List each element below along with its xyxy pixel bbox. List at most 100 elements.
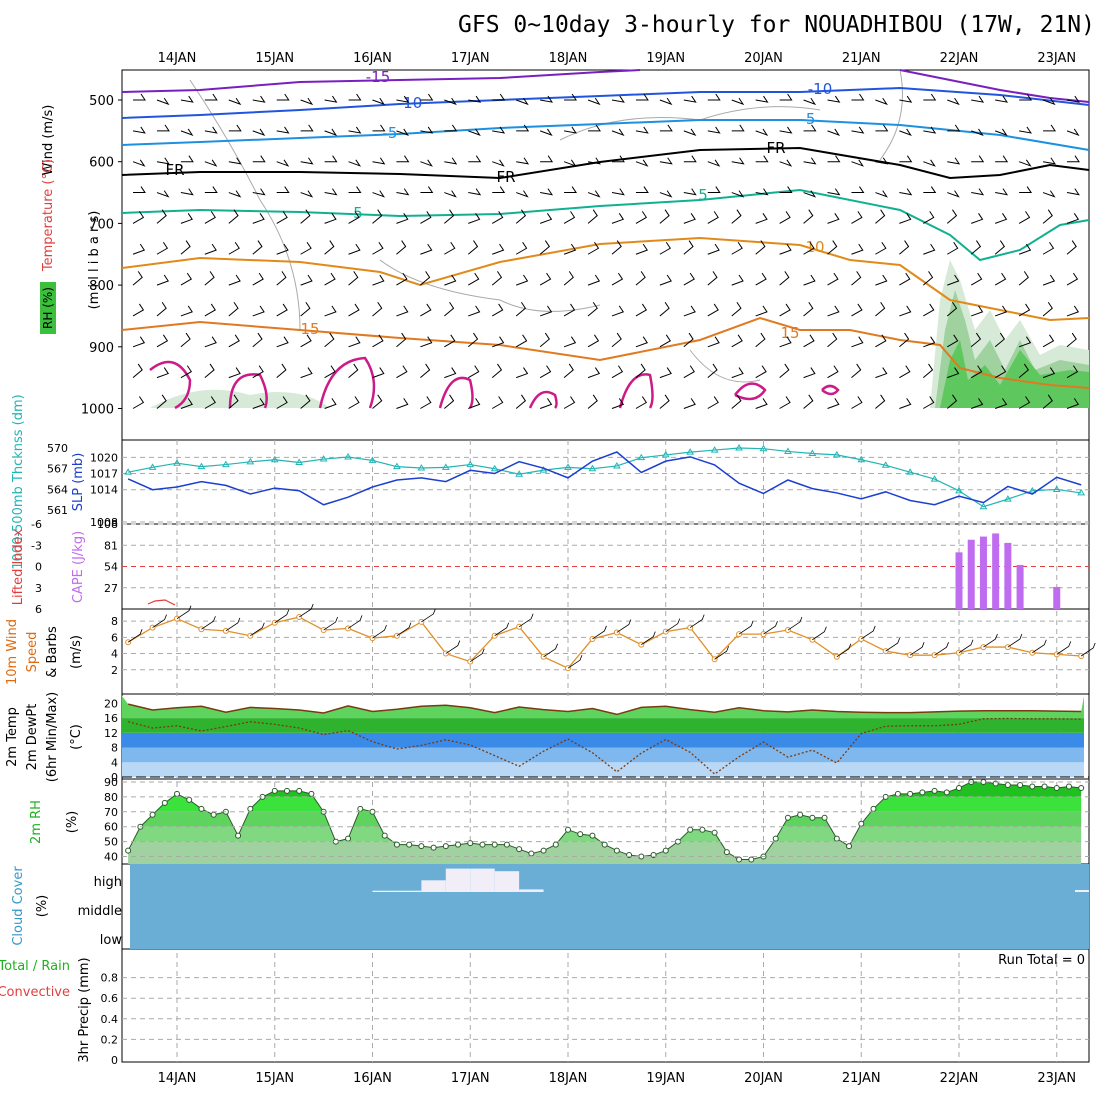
wind-barb (348, 363, 359, 379)
wind-barb (1018, 243, 1032, 255)
rh-point (613, 847, 620, 854)
pressure-tick: 800 (89, 279, 114, 294)
thickness-line (128, 447, 1082, 508)
thickness-point (295, 458, 304, 466)
wind-barb (420, 126, 434, 134)
ylabel-rh: RH (%) (41, 287, 55, 329)
ylabel-cape: CAPE (J/kg) (71, 531, 86, 603)
wind-barb (1018, 211, 1031, 224)
surface-wind-barb (1032, 639, 1047, 654)
rh-band (128, 811, 1082, 827)
wind-barb (779, 243, 792, 255)
wind-barb (300, 274, 313, 286)
wind-barb (923, 93, 937, 101)
wind-barb (635, 211, 648, 224)
wind-barb (803, 334, 815, 348)
wind-barb (587, 367, 601, 379)
wind-barb (635, 396, 648, 409)
rh-point (393, 841, 400, 848)
wind-barb (372, 124, 386, 132)
contour-label: -5 (801, 110, 816, 128)
wind-barb (851, 396, 863, 409)
wind-barb (899, 365, 911, 379)
surface-wind-barb (885, 637, 901, 652)
wind-barb (779, 211, 791, 224)
wind-barb (372, 241, 384, 255)
date-label-bottom: 23JAN (1037, 1071, 1076, 1086)
wind-barb (420, 396, 432, 409)
thickness-point (1028, 486, 1037, 494)
wind-barb (276, 363, 287, 379)
surface-wind-barb (445, 640, 461, 654)
cape-bar (1004, 542, 1012, 609)
contour-magenta (318, 356, 376, 409)
wind-barb (588, 124, 601, 132)
wind-barb (300, 157, 314, 165)
cloud-background (130, 864, 1089, 949)
wind-barb (204, 211, 216, 224)
wind-barb (204, 93, 218, 101)
pressure-tick: 500 (89, 94, 114, 109)
rh-point (601, 841, 608, 848)
wind-barb (755, 398, 768, 409)
thickness-tick: 570 (47, 442, 68, 455)
wind-barb (252, 240, 263, 255)
wind-barb (563, 211, 576, 224)
wind-barb (132, 211, 145, 224)
wind-barb (420, 243, 433, 255)
wind-barb (300, 367, 313, 379)
wind-barb (156, 301, 167, 317)
rh-point (723, 849, 730, 856)
wind-barb (132, 243, 146, 255)
thickness-point (270, 455, 279, 463)
wind-barb (132, 126, 146, 134)
wind-barb (539, 272, 552, 286)
ylabel-cloud-cover: Cloud Cover (11, 866, 26, 946)
wind-barb (1018, 396, 1031, 409)
wind-barb (515, 209, 527, 224)
rh-point (662, 847, 669, 854)
wind-barb (994, 128, 1008, 136)
wind-barb (1066, 128, 1080, 136)
ylabel-pressure: (m i l l i b a r s) (87, 211, 102, 310)
wind-barb (995, 155, 1009, 163)
rh-tick: 80 (104, 791, 118, 804)
thickness-point (881, 461, 890, 468)
date-label-top: 19JAN (646, 51, 685, 66)
surface-wind-barb (738, 620, 754, 635)
thickness-point (466, 460, 475, 468)
wind-barb (875, 241, 887, 255)
wind-barb (563, 243, 577, 255)
cloud-level-high: high (94, 875, 122, 890)
wind-speed-line (127, 616, 1082, 669)
wind-barb (420, 271, 431, 286)
wind-barb (851, 271, 862, 286)
wind-barb (563, 396, 576, 409)
chart-title: GFS 0~10day 3-hourly for NOUADHIBOU (17W… (458, 12, 1095, 38)
rh-point (418, 843, 425, 850)
rh-tick: 50 (104, 836, 118, 849)
wind-barb (515, 394, 527, 409)
surface-wind-barb (1080, 642, 1096, 657)
surface-wind-barb (127, 629, 143, 643)
wind-barb (707, 271, 718, 286)
wind-barb (300, 97, 314, 106)
wind-barb (1066, 213, 1080, 224)
wind-barb (1042, 394, 1053, 409)
wind-barb (755, 128, 769, 136)
cloud-high-bar (470, 868, 495, 892)
wind-barb (827, 365, 839, 379)
wind-barb (587, 157, 601, 165)
thickness-point (710, 446, 719, 453)
wind-barb (923, 243, 936, 255)
rh-point (1078, 784, 1085, 791)
wind-barb (875, 209, 886, 224)
wind-barb (755, 213, 768, 224)
wind-barb (420, 363, 431, 379)
ylabel-total-rain: Total / Rain (0, 959, 70, 974)
wind-barb (994, 398, 1008, 409)
wind-barb (180, 332, 191, 348)
wind-barb (899, 213, 912, 224)
wind-barb (156, 190, 170, 198)
